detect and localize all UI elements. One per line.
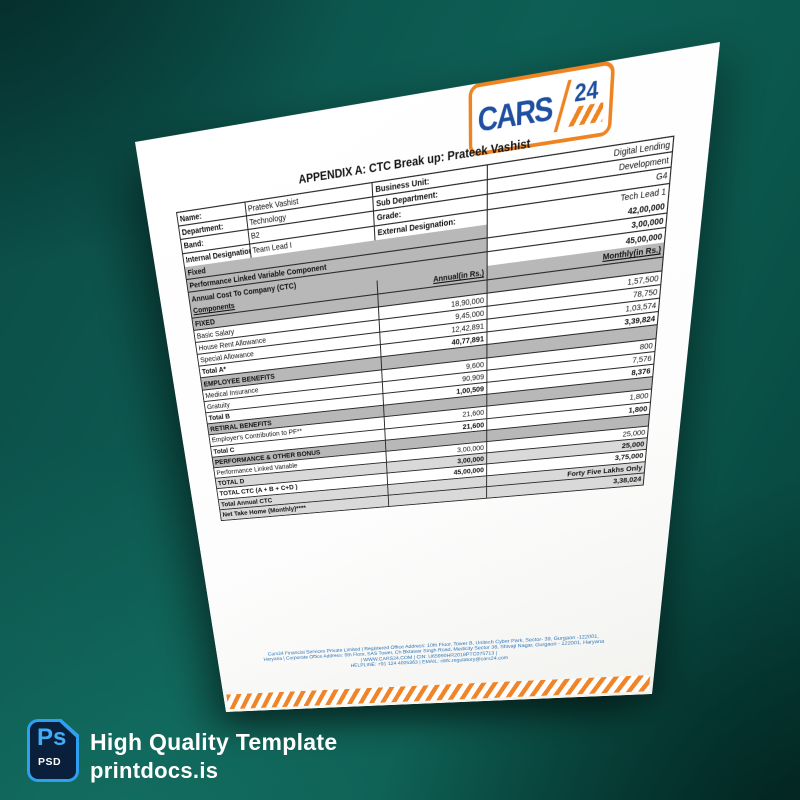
document-footer: Cars24 Financial Services Private Limite…: [245, 632, 625, 674]
logo-24-block: 24: [568, 77, 605, 127]
psd-file-icon: Ps PSD: [27, 719, 79, 782]
document-page: CARS 24 APPENDIX A: CTC Break up: Pratee…: [135, 42, 720, 712]
bottom-stripes-icon: [226, 675, 650, 709]
logo-stripes-icon: [568, 102, 604, 127]
psd-label: PSD: [38, 756, 61, 768]
promo-site: printdocs.is: [90, 758, 218, 784]
ps-logo-text: Ps: [37, 726, 66, 750]
logo-24-text: 24: [568, 77, 604, 106]
promo-title: High Quality Template: [90, 729, 337, 756]
logo-cars-text: CARS: [478, 91, 553, 137]
